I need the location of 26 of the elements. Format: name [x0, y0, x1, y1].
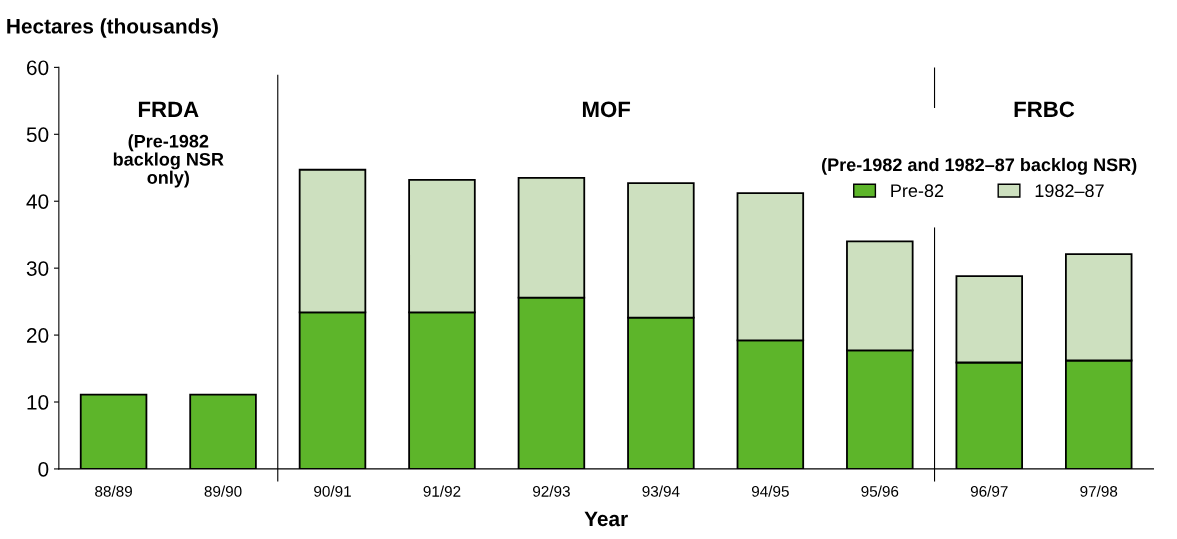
legend-label: 1982–87	[1035, 184, 1104, 198]
x-tick-label: 88/89	[95, 485, 132, 497]
annotation: FRDA	[138, 101, 199, 117]
x-tick-label: 97/98	[1080, 485, 1118, 497]
x-axis-title: Year	[584, 511, 628, 527]
y-tick-label: 30	[26, 261, 49, 276]
y-tick-label: 40	[26, 194, 49, 209]
legend-label: Pre-82	[891, 184, 944, 198]
annotation: MOF	[582, 101, 631, 118]
legend-title: (Pre-1982 and 1982–87 backlog NSR)	[822, 157, 1137, 175]
x-tick-label: 96/97	[970, 485, 1008, 497]
y-tick-label: 10	[27, 395, 49, 410]
y-tick-label: 20	[27, 328, 49, 343]
x-tick-label: 89/90	[204, 485, 242, 497]
y-tick-label: 0	[38, 461, 49, 477]
y-tick-label: 50	[26, 127, 49, 143]
x-tick-label: 95/96	[861, 485, 899, 497]
x-tick-label: 93/94	[642, 485, 680, 497]
x-tick-label: 92/93	[533, 485, 570, 497]
x-tick-label: 90/91	[314, 485, 351, 497]
y-tick-label: 60	[27, 60, 49, 76]
y-axis-title: Hectares (thousands)	[7, 18, 218, 38]
annotation: FRBC	[1014, 101, 1075, 118]
annotation: (Pre-1982 backlog NSR only)	[113, 134, 224, 188]
x-tick-label: 94/95	[751, 485, 789, 497]
x-tick-label: 91/92	[423, 485, 461, 497]
